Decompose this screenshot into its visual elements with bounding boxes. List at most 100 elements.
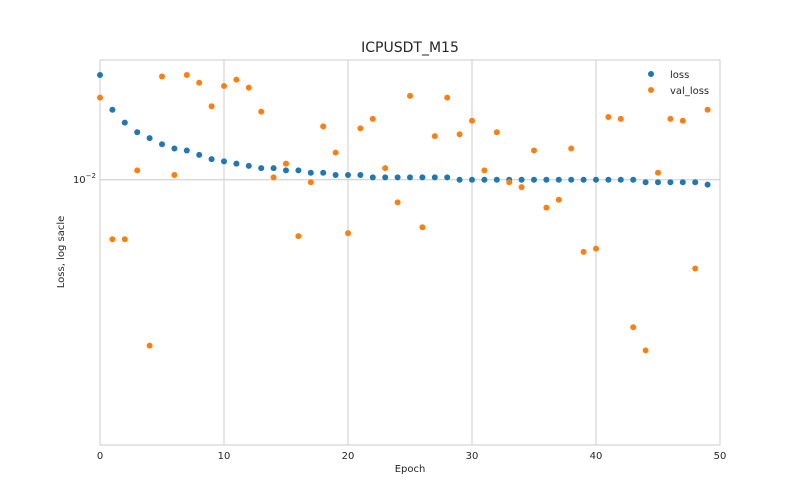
data-point-val-loss [245,84,252,91]
data-point-loss [196,151,203,158]
data-point-loss [369,174,376,181]
data-point-loss [109,106,116,113]
x-tick-label: 30 [466,451,479,462]
data-point-loss [320,169,327,176]
x-tick-label: 20 [342,451,355,462]
data-point-loss [518,176,525,183]
data-point-loss [617,176,624,183]
data-point-val-loss [617,115,624,122]
data-point-loss [221,158,227,165]
legend-marker-loss [648,71,654,77]
data-point-val-loss [270,174,277,181]
data-point-loss [121,119,128,126]
data-point-loss [568,176,575,183]
x-axis-label: Epoch [395,464,426,475]
data-point-loss [407,174,413,181]
plot-area [100,60,720,445]
data-point-val-loss [208,103,215,110]
series-loss [97,71,711,188]
data-point-loss [332,172,339,179]
data-point-val-loss [134,167,141,174]
data-point-val-loss [369,115,376,122]
data-point-loss [679,179,686,186]
data-point-loss [667,179,674,186]
data-point-loss [394,174,401,181]
x-tick-label: 10 [218,451,231,462]
x-tick-label: 40 [590,451,603,462]
data-point-loss [593,176,599,183]
data-point-loss [555,176,562,183]
data-point-val-loss [258,108,265,115]
data-point-loss [531,176,537,183]
data-point-val-loss [630,324,637,331]
data-point-val-loss [320,123,327,130]
data-point-val-loss [332,149,339,156]
data-point-val-loss [667,115,674,122]
data-point-val-loss [518,184,525,191]
data-point-val-loss [357,125,364,132]
data-point-val-loss [704,106,711,113]
data-point-loss [630,176,637,183]
data-point-loss [270,165,277,172]
data-point-loss [233,160,240,167]
data-point-val-loss [642,347,649,354]
data-point-val-loss [580,248,587,255]
data-point-val-loss [382,165,389,172]
data-point-val-loss [531,147,537,154]
data-point-loss [493,176,500,183]
data-point-val-loss [419,224,426,231]
data-point-loss [655,179,661,186]
data-point-val-loss [295,233,302,240]
data-point-loss [692,179,699,186]
data-point-val-loss [146,342,153,349]
data-point-val-loss [394,199,401,206]
data-point-loss [431,174,438,181]
data-point-loss [295,167,302,174]
data-point-val-loss [679,117,686,124]
data-point-val-loss [196,79,203,86]
data-point-loss [208,156,215,163]
legend-label-val-loss: val_loss [670,86,709,97]
data-point-val-loss [221,83,227,90]
data-point-loss [481,176,488,183]
data-point-loss [146,135,153,142]
data-point-val-loss [121,236,128,243]
plot-frame [99,59,721,446]
x-tick-label: 0 [97,451,103,462]
x-axis-ticks: 0 10 20 30 40 50 [97,451,727,462]
data-point-val-loss [493,129,500,136]
data-point-val-loss [568,145,575,152]
data-point-loss [580,176,587,183]
data-point-loss [307,169,314,176]
x-tick-label: 50 [714,451,727,462]
y-tick-label: 10−2 [73,172,96,186]
data-point-loss [456,176,463,183]
data-point-val-loss [307,179,314,186]
data-point-loss [245,162,252,169]
data-point-val-loss [469,117,475,124]
data-point-val-loss [109,236,116,243]
data-point-loss [605,176,612,183]
data-point-loss [357,172,364,179]
data-point-loss [171,145,178,152]
data-point-val-loss [605,114,612,121]
data-point-val-loss [345,230,351,237]
data-point-val-loss [233,76,240,83]
grid [100,60,720,445]
data-point-loss [134,129,141,136]
data-point-val-loss [506,179,513,186]
data-point-loss [704,181,711,188]
data-point-val-loss [692,265,699,272]
legend-label-loss: loss [670,70,689,81]
data-point-loss [642,179,649,186]
data-point-loss [97,71,103,78]
data-point-val-loss [159,73,165,80]
data-point-loss [283,167,289,174]
data-point-val-loss [431,133,438,140]
data-point-val-loss [543,204,550,211]
data-point-val-loss [456,131,463,138]
data-point-loss [543,176,550,183]
data-point-loss [345,172,351,179]
data-point-val-loss [97,94,103,101]
